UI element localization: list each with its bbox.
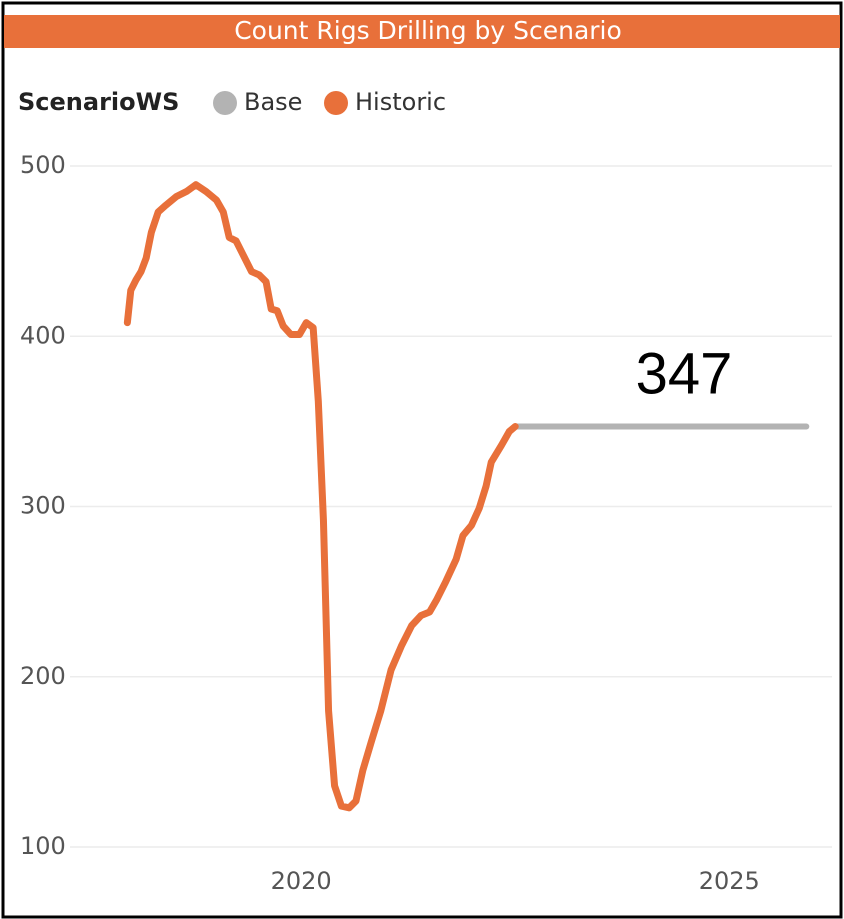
annotation: 347 bbox=[636, 341, 733, 406]
legend-marker bbox=[213, 91, 237, 115]
chart-title: Count Rigs Drilling by Scenario bbox=[234, 16, 622, 45]
title-bar bbox=[4, 15, 840, 48]
y-tick-label: 100 bbox=[20, 832, 66, 860]
legend-marker bbox=[324, 91, 348, 115]
x-tick-label: 2025 bbox=[699, 867, 760, 895]
y-tick-label: 300 bbox=[20, 492, 66, 520]
legend-label: Historic bbox=[355, 88, 446, 116]
legend-title: ScenarioWS bbox=[18, 88, 179, 116]
x-tick-label: 2020 bbox=[271, 867, 332, 895]
y-tick-label: 500 bbox=[20, 151, 66, 179]
y-tick-label: 200 bbox=[20, 662, 66, 690]
line bbox=[123, 181, 519, 812]
legend-label: Base bbox=[244, 88, 302, 116]
y-tick-label: 400 bbox=[20, 321, 66, 349]
